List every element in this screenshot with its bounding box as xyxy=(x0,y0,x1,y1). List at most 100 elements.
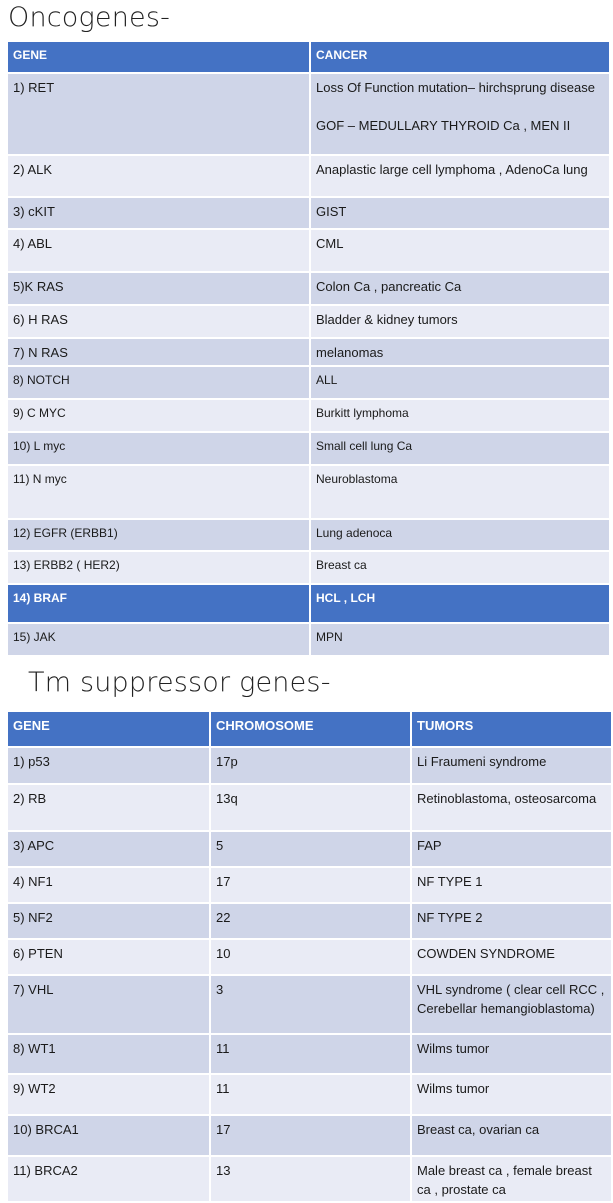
gene-cell: 11) N myc xyxy=(8,466,309,518)
cancer-cell: Breast ca xyxy=(309,552,609,583)
gene-cell: 9) WT2 xyxy=(8,1075,209,1114)
chromosome-cell: 17 xyxy=(209,868,410,902)
table-row: 5)K RAS Colon Ca , pancreatic Ca xyxy=(8,273,609,304)
cancer-cell: Bladder & kidney tumors xyxy=(309,306,609,337)
table-row: 1) RET Loss Of Function mutation– hirchs… xyxy=(8,74,609,154)
chromosome-cell: 13 xyxy=(209,1157,410,1201)
table-row: 13) ERBB2 ( HER2) Breast ca xyxy=(8,552,609,583)
tumor-suppressor-title: Tm suppressor genes- xyxy=(28,667,331,698)
cancer-cell: ALL xyxy=(309,367,609,398)
chromosome-cell: 3 xyxy=(209,976,410,1033)
table-row: 6) PTEN 10 COWDEN SYNDROME xyxy=(8,940,611,974)
chromosome-cell: 5 xyxy=(209,832,410,866)
gene-cell: 4) ABL xyxy=(8,230,309,271)
cancer-cell: CML xyxy=(309,230,609,271)
table-row: 6) H RAS Bladder & kidney tumors xyxy=(8,306,609,337)
gene-cell: 2) RB xyxy=(8,785,209,830)
table-row: 10) BRCA1 17 Breast ca, ovarian ca xyxy=(8,1116,611,1155)
gene-cell: 4) NF1 xyxy=(8,868,209,902)
gene-cell: 9) C MYC xyxy=(8,400,309,431)
table-row: 9) C MYC Burkitt lymphoma xyxy=(8,400,609,431)
tumors-cell: Retinoblastoma, osteosarcoma xyxy=(410,785,611,830)
chromosome-cell: 17 xyxy=(209,1116,410,1155)
chromosome-column-header: CHROMOSOME xyxy=(209,712,410,746)
cancer-cell: Small cell lung Ca xyxy=(309,433,609,464)
cancer-cell: Loss Of Function mutation– hirchsprung d… xyxy=(309,74,609,154)
cancer-cell: MPN xyxy=(309,624,609,655)
table-row-highlighted: 14) BRAF HCL , LCH xyxy=(8,585,609,622)
gene-cell: 6) PTEN xyxy=(8,940,209,974)
gene-cell: 3) APC xyxy=(8,832,209,866)
gene-cell: 6) H RAS xyxy=(8,306,309,337)
tumors-cell: Breast ca, ovarian ca xyxy=(410,1116,611,1155)
table-row: 11) BRCA2 13 Male breast ca , female bre… xyxy=(8,1157,611,1201)
gene-cell: 1) p53 xyxy=(8,748,209,783)
table-row: 3) APC 5 FAP xyxy=(8,832,611,866)
gene-cell: 10) BRCA1 xyxy=(8,1116,209,1155)
gene-cell: 8) NOTCH xyxy=(8,367,309,398)
table-row: 7) VHL 3 VHL syndrome ( clear cell RCC ,… xyxy=(8,976,611,1033)
cancer-cell: Neuroblastoma xyxy=(309,466,609,518)
cancer-cell: melanomas xyxy=(309,339,609,365)
table-row: 2) ALK Anaplastic large cell lymphoma , … xyxy=(8,156,609,196)
chromosome-cell: 13q xyxy=(209,785,410,830)
table-row: 12) EGFR (ERBB1) Lung adenoca xyxy=(8,520,609,550)
table-row: 5) NF2 22 NF TYPE 2 xyxy=(8,904,611,938)
table-header-row: GENE CHROMOSOME TUMORS xyxy=(8,712,611,746)
table-row: 8) WT1 11 Wilms tumor xyxy=(8,1035,611,1073)
gene-cell: 2) ALK xyxy=(8,156,309,196)
cancer-cell: Lung adenoca xyxy=(309,520,609,550)
table-header-row: GENE CANCER xyxy=(8,42,609,72)
gene-cell: 11) BRCA2 xyxy=(8,1157,209,1201)
table-row: 10) L myc Small cell lung Ca xyxy=(8,433,609,464)
cancer-cell: Burkitt lymphoma xyxy=(309,400,609,431)
table-row: 7) N RAS melanomas xyxy=(8,339,609,365)
gene-cell: 7) N RAS xyxy=(8,339,309,365)
chromosome-cell: 11 xyxy=(209,1035,410,1073)
gene-column-header: GENE xyxy=(8,42,309,72)
table-row: 4) NF1 17 NF TYPE 1 xyxy=(8,868,611,902)
gene-column-header: GENE xyxy=(8,712,209,746)
gene-cell: 5) NF2 xyxy=(8,904,209,938)
chromosome-cell: 11 xyxy=(209,1075,410,1114)
table-row: 2) RB 13q Retinoblastoma, osteosarcoma xyxy=(8,785,611,830)
gene-cell: 3) cKIT xyxy=(8,198,309,228)
tumors-cell: Wilms tumor xyxy=(410,1035,611,1073)
gene-cell: 7) VHL xyxy=(8,976,209,1033)
gene-cell: 8) WT1 xyxy=(8,1035,209,1073)
chromosome-cell: 10 xyxy=(209,940,410,974)
cancer-column-header: CANCER xyxy=(309,42,609,72)
gene-cell: 14) BRAF xyxy=(8,585,309,622)
tumors-column-header: TUMORS xyxy=(410,712,611,746)
table-row: 8) NOTCH ALL xyxy=(8,367,609,398)
tumors-cell: NF TYPE 1 xyxy=(410,868,611,902)
table-row: 9) WT2 11 Wilms tumor xyxy=(8,1075,611,1114)
cancer-cell: Anaplastic large cell lymphoma , AdenoCa… xyxy=(309,156,609,196)
gene-cell: 12) EGFR (ERBB1) xyxy=(8,520,309,550)
oncogenes-table: GENE CANCER 1) RET Loss Of Function muta… xyxy=(8,40,609,657)
tumors-cell: COWDEN SYNDROME xyxy=(410,940,611,974)
gene-cell: 5)K RAS xyxy=(8,273,309,304)
tumors-cell: Li Fraumeni syndrome xyxy=(410,748,611,783)
cancer-cell: GIST xyxy=(309,198,609,228)
tumors-cell: NF TYPE 2 xyxy=(410,904,611,938)
tumor-suppressor-table: GENE CHROMOSOME TUMORS 1) p53 17p Li Fra… xyxy=(8,710,611,1203)
table-row: 15) JAK MPN xyxy=(8,624,609,655)
table-row: 1) p53 17p Li Fraumeni syndrome xyxy=(8,748,611,783)
table-row: 11) N myc Neuroblastoma xyxy=(8,466,609,518)
chromosome-cell: 22 xyxy=(209,904,410,938)
cancer-cell: HCL , LCH xyxy=(309,585,609,622)
tumors-cell: Wilms tumor xyxy=(410,1075,611,1114)
gene-cell: 13) ERBB2 ( HER2) xyxy=(8,552,309,583)
chromosome-cell: 17p xyxy=(209,748,410,783)
table-row: 4) ABL CML xyxy=(8,230,609,271)
tumors-cell: Male breast ca , female breast ca , pros… xyxy=(410,1157,611,1201)
gene-cell: 15) JAK xyxy=(8,624,309,655)
gene-cell: 1) RET xyxy=(8,74,309,154)
cancer-cell: Colon Ca , pancreatic Ca xyxy=(309,273,609,304)
tumors-cell: VHL syndrome ( clear cell RCC , Cerebell… xyxy=(410,976,611,1033)
gene-cell: 10) L myc xyxy=(8,433,309,464)
table-row: 3) cKIT GIST xyxy=(8,198,609,228)
oncogenes-title: Oncogenes- xyxy=(8,2,171,33)
tumors-cell: FAP xyxy=(410,832,611,866)
